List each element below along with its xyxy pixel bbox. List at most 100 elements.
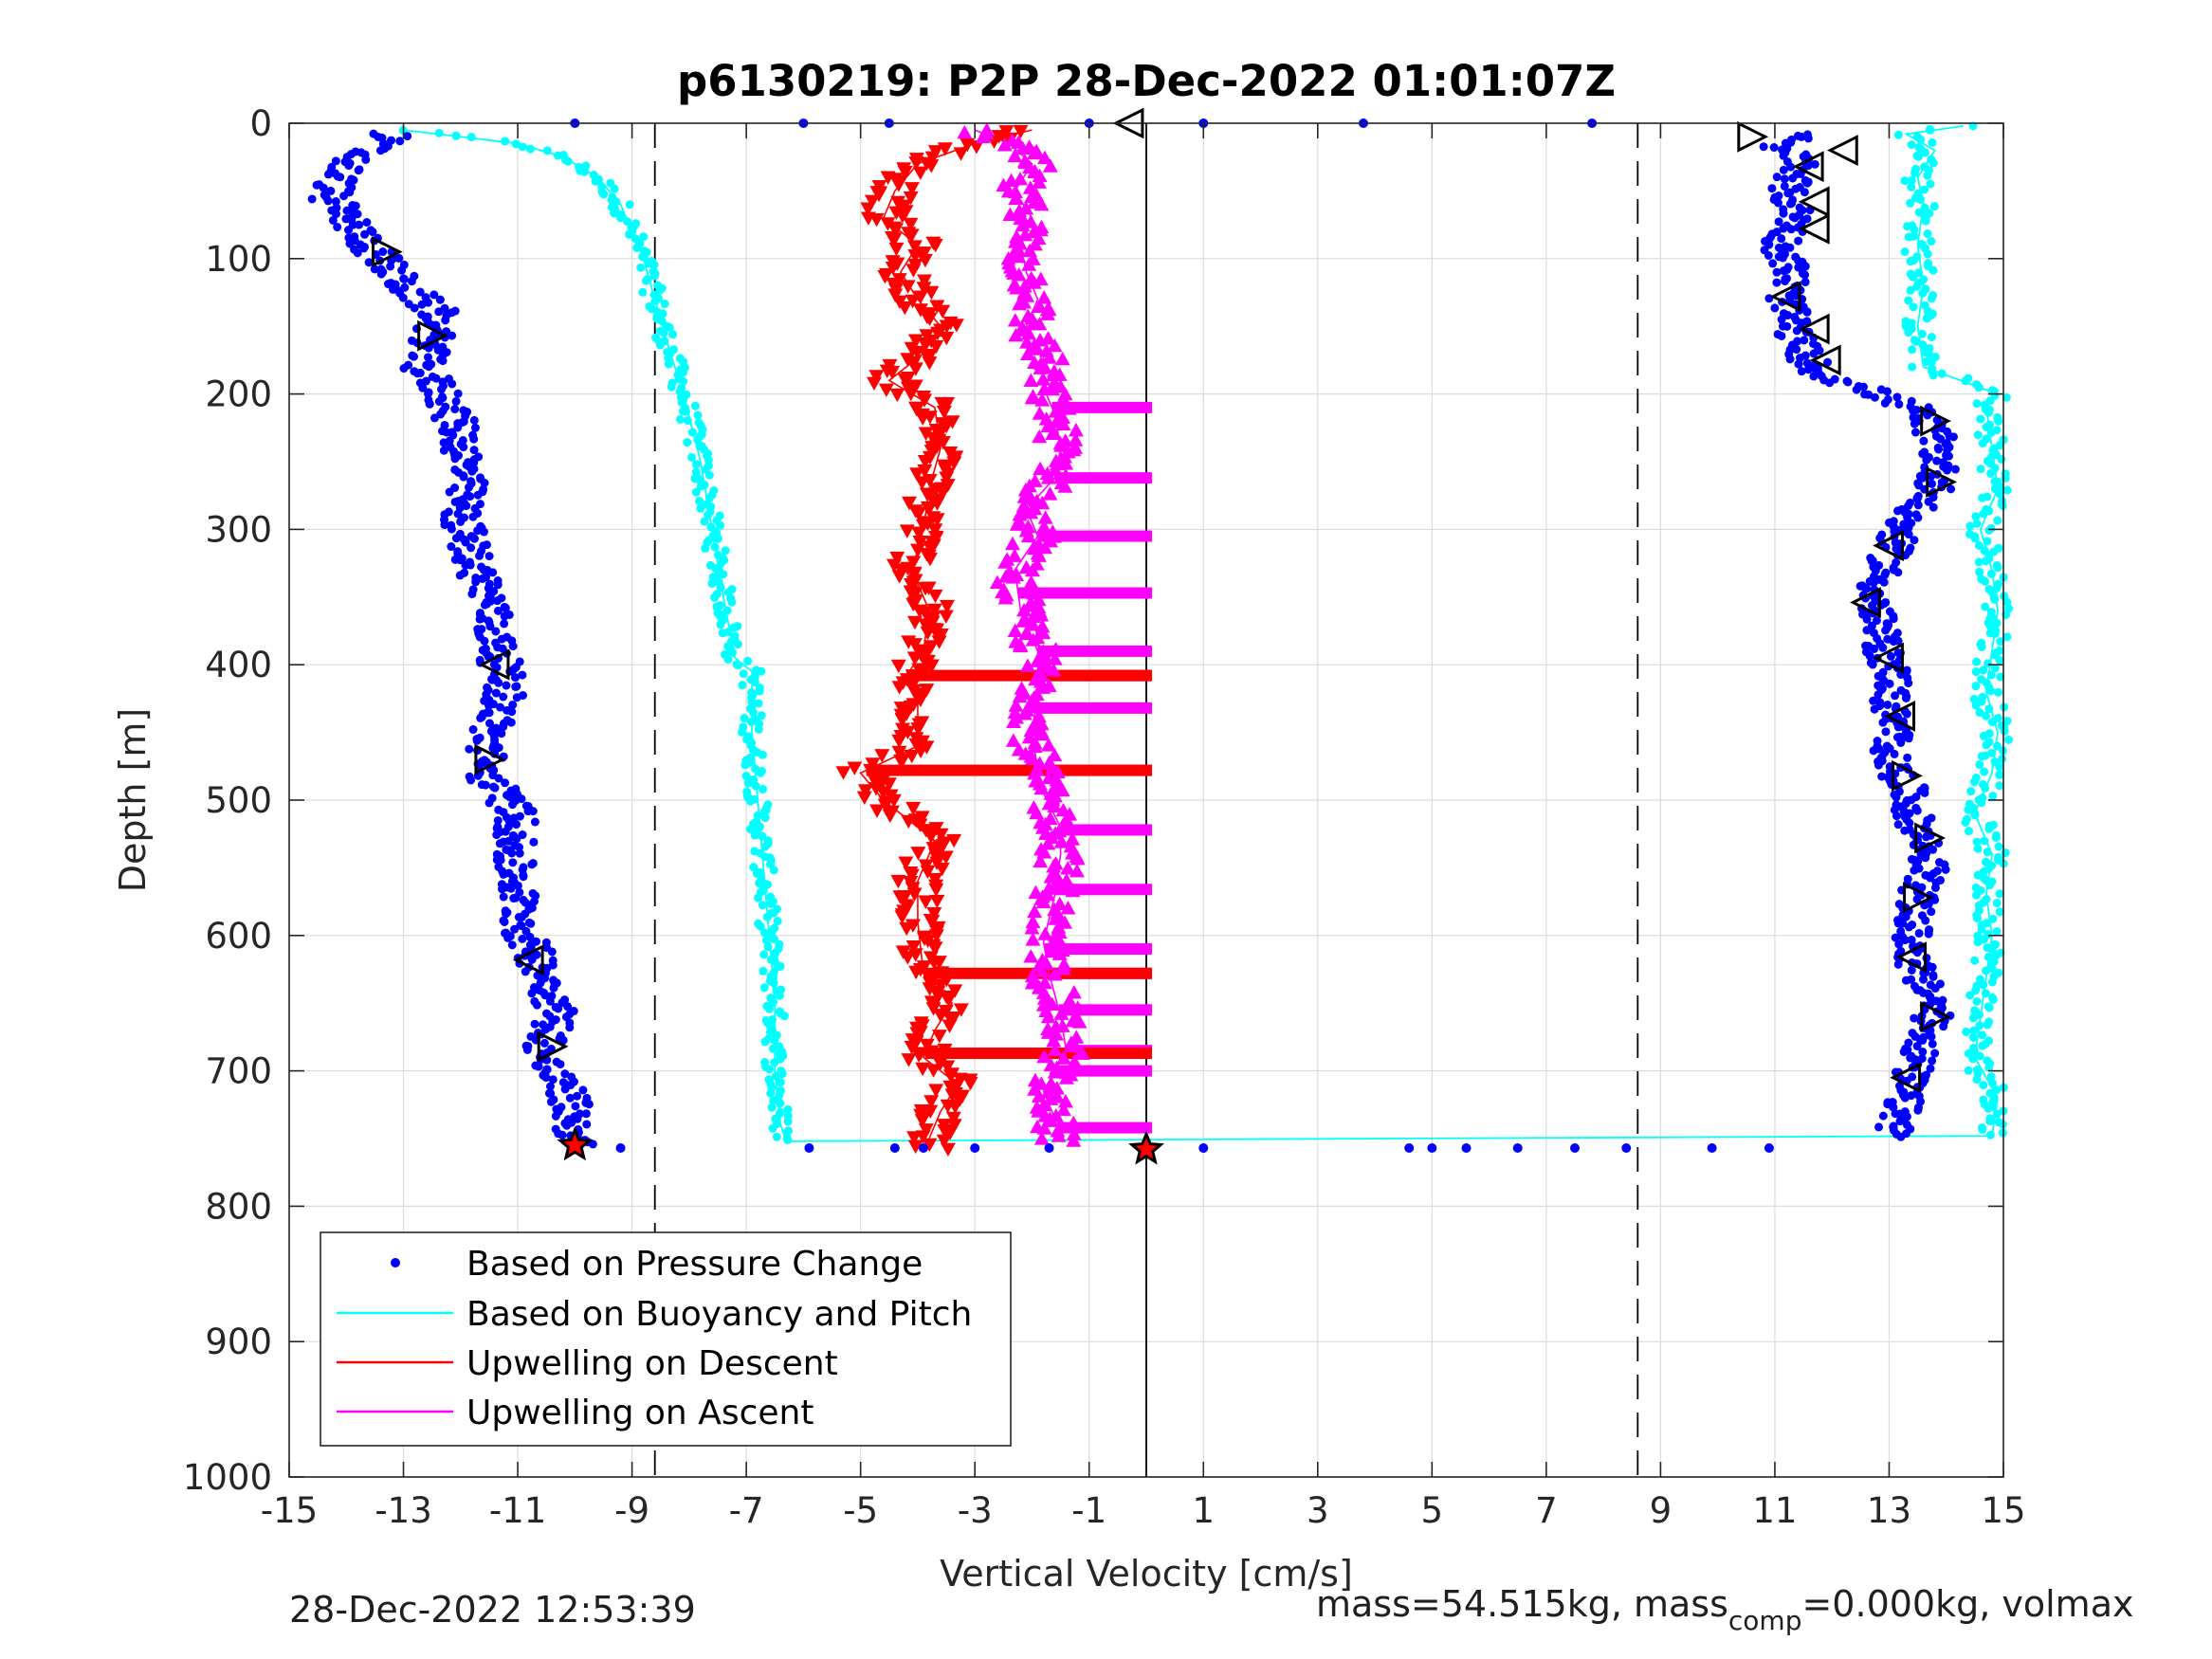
buoyancy-point	[769, 866, 778, 875]
buoyancy-point	[1913, 152, 1923, 161]
upwelling-ascent-point	[1034, 618, 1051, 633]
ascent-marker	[1890, 1062, 1922, 1094]
buoyancy-point	[1926, 125, 1935, 135]
upwelling-descent-point	[920, 865, 936, 880]
upwelling-ascent-point	[1023, 214, 1039, 228]
tick-label-y: 300	[205, 509, 272, 550]
buoyancy-point	[1986, 670, 1996, 680]
mass-text-sub: comp	[1728, 1605, 1802, 1636]
buoyancy-point	[748, 708, 758, 718]
buoyancy-point	[1965, 827, 1974, 836]
upwelling-descent-point	[904, 182, 920, 196]
upwelling-ascent-point	[1047, 1042, 1063, 1057]
pressure-point	[584, 1100, 594, 1109]
buoyancy-point	[1986, 569, 1996, 578]
buoyancy-point	[1929, 202, 1939, 211]
pressure-point	[582, 1120, 592, 1129]
buoyancy-point	[727, 648, 737, 658]
pressure-point	[1910, 1013, 1919, 1023]
x-axis-label: Vertical Velocity [cm/s]	[940, 1553, 1353, 1595]
upwelling-ascent-point	[1051, 367, 1068, 381]
pressure-point	[545, 1082, 555, 1091]
pressure-point	[1896, 1132, 1906, 1141]
pressure-point	[1894, 939, 1904, 949]
upwelling-ascent-point	[1058, 811, 1074, 826]
buoyancy-point	[1992, 1109, 2002, 1119]
upwelling-ascent-point	[1038, 411, 1054, 426]
pressure-point	[529, 837, 539, 847]
upwelling-descent-point	[897, 373, 913, 388]
upwelling-descent-point	[835, 766, 851, 780]
upwelling-descent-point	[860, 202, 876, 216]
pressure-point	[326, 186, 336, 195]
pressure-point	[1792, 345, 1801, 355]
buoyancy-point	[716, 583, 725, 592]
pressure-point	[456, 517, 466, 526]
buoyancy-point	[1966, 787, 1976, 796]
upwelling-ascent-point	[1074, 1046, 1090, 1060]
upwelling-ascent-point	[1049, 773, 1065, 787]
upwelling-descent-point	[937, 1043, 953, 1058]
buoyancy-pitch-line	[403, 124, 2000, 1142]
pressure-point	[417, 300, 427, 309]
pressure-point	[1783, 310, 1793, 319]
upwelling-ascent-point	[1069, 851, 1086, 866]
buoyancy-point	[766, 1088, 776, 1098]
pressure-point	[1461, 1142, 1472, 1153]
pressure-point	[1948, 432, 1958, 442]
buoyancy-point	[743, 778, 753, 788]
pressure-point	[1900, 1093, 1910, 1103]
buoyancy-point	[1927, 357, 1936, 367]
mass-text-a: mass=54.515kg, mass	[1316, 1583, 1728, 1625]
pressure-point	[447, 524, 456, 534]
pressure-point	[565, 1023, 575, 1032]
pressure-point	[1801, 270, 1810, 280]
tick-label-x: 7	[1535, 1490, 1558, 1531]
buoyancy-point	[739, 669, 748, 679]
buoyancy-point	[1991, 951, 2001, 960]
upwelling-ascent-point	[1039, 306, 1055, 320]
pressure-point	[434, 307, 444, 317]
legend-entry-ascent: Upwelling on Ascent	[337, 1394, 814, 1432]
upwelling-ascent-point	[1061, 993, 1077, 1007]
pressure-point	[1930, 1048, 1940, 1058]
pressure-point	[1928, 479, 1937, 488]
pressure-point	[1879, 577, 1889, 587]
buoyancy-point	[783, 1117, 793, 1126]
upwelling-ascent-point	[1005, 733, 1021, 747]
buoyancy-point	[1972, 837, 1982, 847]
pressure-point	[1881, 626, 1891, 635]
tick-label-y: 700	[205, 1051, 272, 1092]
black-markers	[371, 107, 1958, 1165]
buoyancy-point	[1985, 1130, 1995, 1139]
upwelling-descent-point	[931, 635, 947, 649]
pressure-point	[386, 262, 395, 271]
pressure-point	[364, 258, 374, 267]
pressure-point	[1885, 679, 1894, 688]
tick-label-x: -9	[614, 1490, 649, 1531]
pressure-point	[1777, 315, 1786, 324]
buoyancy-point	[1962, 1027, 1971, 1036]
legend-label-pressure: Based on Pressure Change	[466, 1245, 923, 1284]
upwelling-ascent-point	[1055, 416, 1071, 431]
pressure-point	[495, 839, 504, 848]
tick-label-y: 500	[205, 780, 272, 821]
pressure-point	[1890, 749, 1899, 758]
tick-label-y: 1000	[183, 1457, 272, 1498]
upwelling-descent-point	[939, 599, 955, 614]
upwelling-descent-point	[865, 772, 881, 786]
buoyancy-point	[1995, 781, 2004, 791]
pressure-point	[556, 1060, 565, 1069]
buoyancy-point	[434, 128, 444, 137]
upwelling-ascent-point	[1024, 693, 1040, 708]
buoyancy-point	[649, 271, 659, 281]
buoyancy-point	[1995, 762, 2004, 772]
tick-label-x: -11	[489, 1490, 546, 1531]
buoyancy-point	[1968, 1032, 1978, 1042]
upwelling-ascent-point	[1024, 921, 1040, 935]
upwelling-descent-point	[922, 356, 938, 371]
pressure-point	[395, 137, 405, 146]
buoyancy-point	[650, 297, 660, 306]
buoyancy-point	[624, 229, 633, 239]
buoyancy-point	[768, 1123, 777, 1133]
